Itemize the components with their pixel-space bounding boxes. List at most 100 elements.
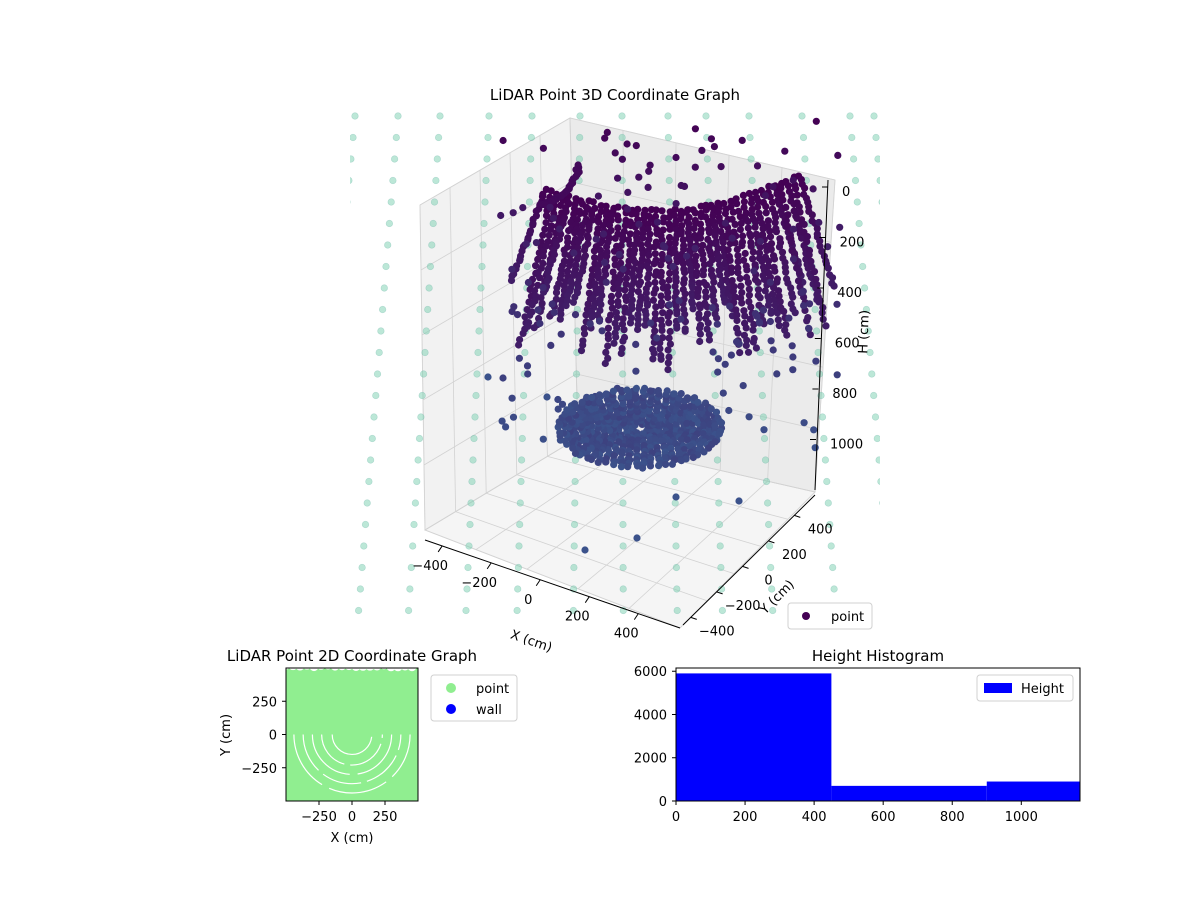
point: [622, 296, 631, 305]
wall-point: [820, 434, 828, 443]
wall-point: [471, 413, 479, 421]
point: [573, 255, 581, 263]
point: [563, 406, 571, 414]
wall-point: [420, 370, 428, 378]
wall-point: [711, 391, 719, 400]
point: [754, 203, 762, 211]
point: [736, 274, 744, 283]
point: [570, 271, 578, 279]
point: [785, 314, 793, 322]
wall-point: [760, 434, 769, 443]
wall-point: [516, 499, 524, 507]
point: [651, 243, 659, 251]
point: [789, 225, 797, 233]
point: [727, 351, 736, 359]
point-cloud-3d: [484, 117, 844, 554]
point: [740, 307, 748, 315]
point: [784, 182, 792, 190]
point: [632, 367, 640, 375]
histogram-bar: [831, 785, 987, 801]
axes-frame-hist: [675, 667, 1081, 802]
point: [515, 354, 524, 362]
wall-point: [424, 305, 432, 314]
point: [580, 324, 588, 332]
wall-point: [891, 328, 898, 335]
x-tick-label-2d: 0: [348, 810, 356, 825]
point: [700, 261, 709, 269]
wall-point: [715, 520, 724, 529]
wall-point: [325, 392, 332, 399]
point: [574, 238, 583, 246]
wall-point: [305, 607, 312, 614]
wall-point: [703, 155, 712, 163]
wall-point: [864, 327, 872, 335]
point: [484, 373, 492, 381]
point: [607, 298, 615, 306]
wall-point: [860, 284, 869, 292]
wall-point: [572, 370, 581, 378]
point: [719, 389, 727, 397]
point: [582, 311, 590, 319]
wall-point: [436, 112, 444, 120]
wall-point: [380, 284, 388, 292]
point: [710, 278, 718, 286]
x-tick-label-hist: 200: [733, 810, 758, 825]
point: [696, 324, 704, 332]
point: [548, 300, 556, 308]
ticks-2d: −250 0 250 250 0 −250: [241, 695, 397, 825]
wall-point: [758, 391, 767, 400]
wall-point: [619, 542, 627, 550]
wall-point: [377, 327, 385, 335]
point: [795, 203, 803, 211]
point: [801, 184, 809, 192]
point: [631, 259, 640, 267]
point: [671, 205, 679, 213]
point: [634, 315, 642, 323]
point: [555, 225, 564, 233]
wall-point: [895, 371, 902, 378]
point: [728, 277, 736, 285]
point: [714, 368, 722, 376]
point: [644, 220, 652, 228]
x-axis-label-3d: X (cm): [508, 628, 554, 656]
wall-point: [746, 133, 754, 142]
point: [814, 287, 822, 296]
point: [604, 324, 613, 332]
wall-point: [519, 413, 527, 421]
point: [672, 153, 680, 162]
wall-point: [827, 542, 835, 550]
point: [665, 319, 673, 327]
point: [734, 258, 742, 266]
wall-point: [829, 563, 837, 572]
y-tick-3d: [690, 616, 697, 620]
wall-point: [418, 391, 426, 400]
point: [691, 244, 699, 252]
edge-gap: [393, 668, 403, 672]
point: [519, 204, 527, 212]
wall-point: [759, 413, 768, 421]
point: [630, 249, 638, 258]
point: [800, 419, 808, 427]
point: [741, 312, 749, 320]
edge-gap: [365, 668, 375, 671]
point: [519, 329, 527, 337]
wall-point: [481, 198, 489, 206]
wall-point: [917, 607, 924, 614]
point: [766, 227, 774, 235]
point: [766, 273, 775, 281]
wall-point: [704, 176, 712, 185]
wall-point: [429, 219, 437, 228]
y-tick-3d: [768, 540, 775, 544]
wall-point: [899, 414, 906, 421]
point: [543, 393, 551, 401]
point: [715, 430, 724, 438]
y-tick-label-hist: 6000: [634, 665, 667, 680]
z-tick-label-3d: 200: [840, 236, 865, 251]
point: [745, 298, 753, 306]
point: [618, 155, 627, 163]
point: [651, 327, 659, 335]
wall-point: [428, 241, 436, 249]
point: [737, 219, 745, 227]
point: [787, 238, 795, 246]
wall-point: [467, 499, 475, 507]
